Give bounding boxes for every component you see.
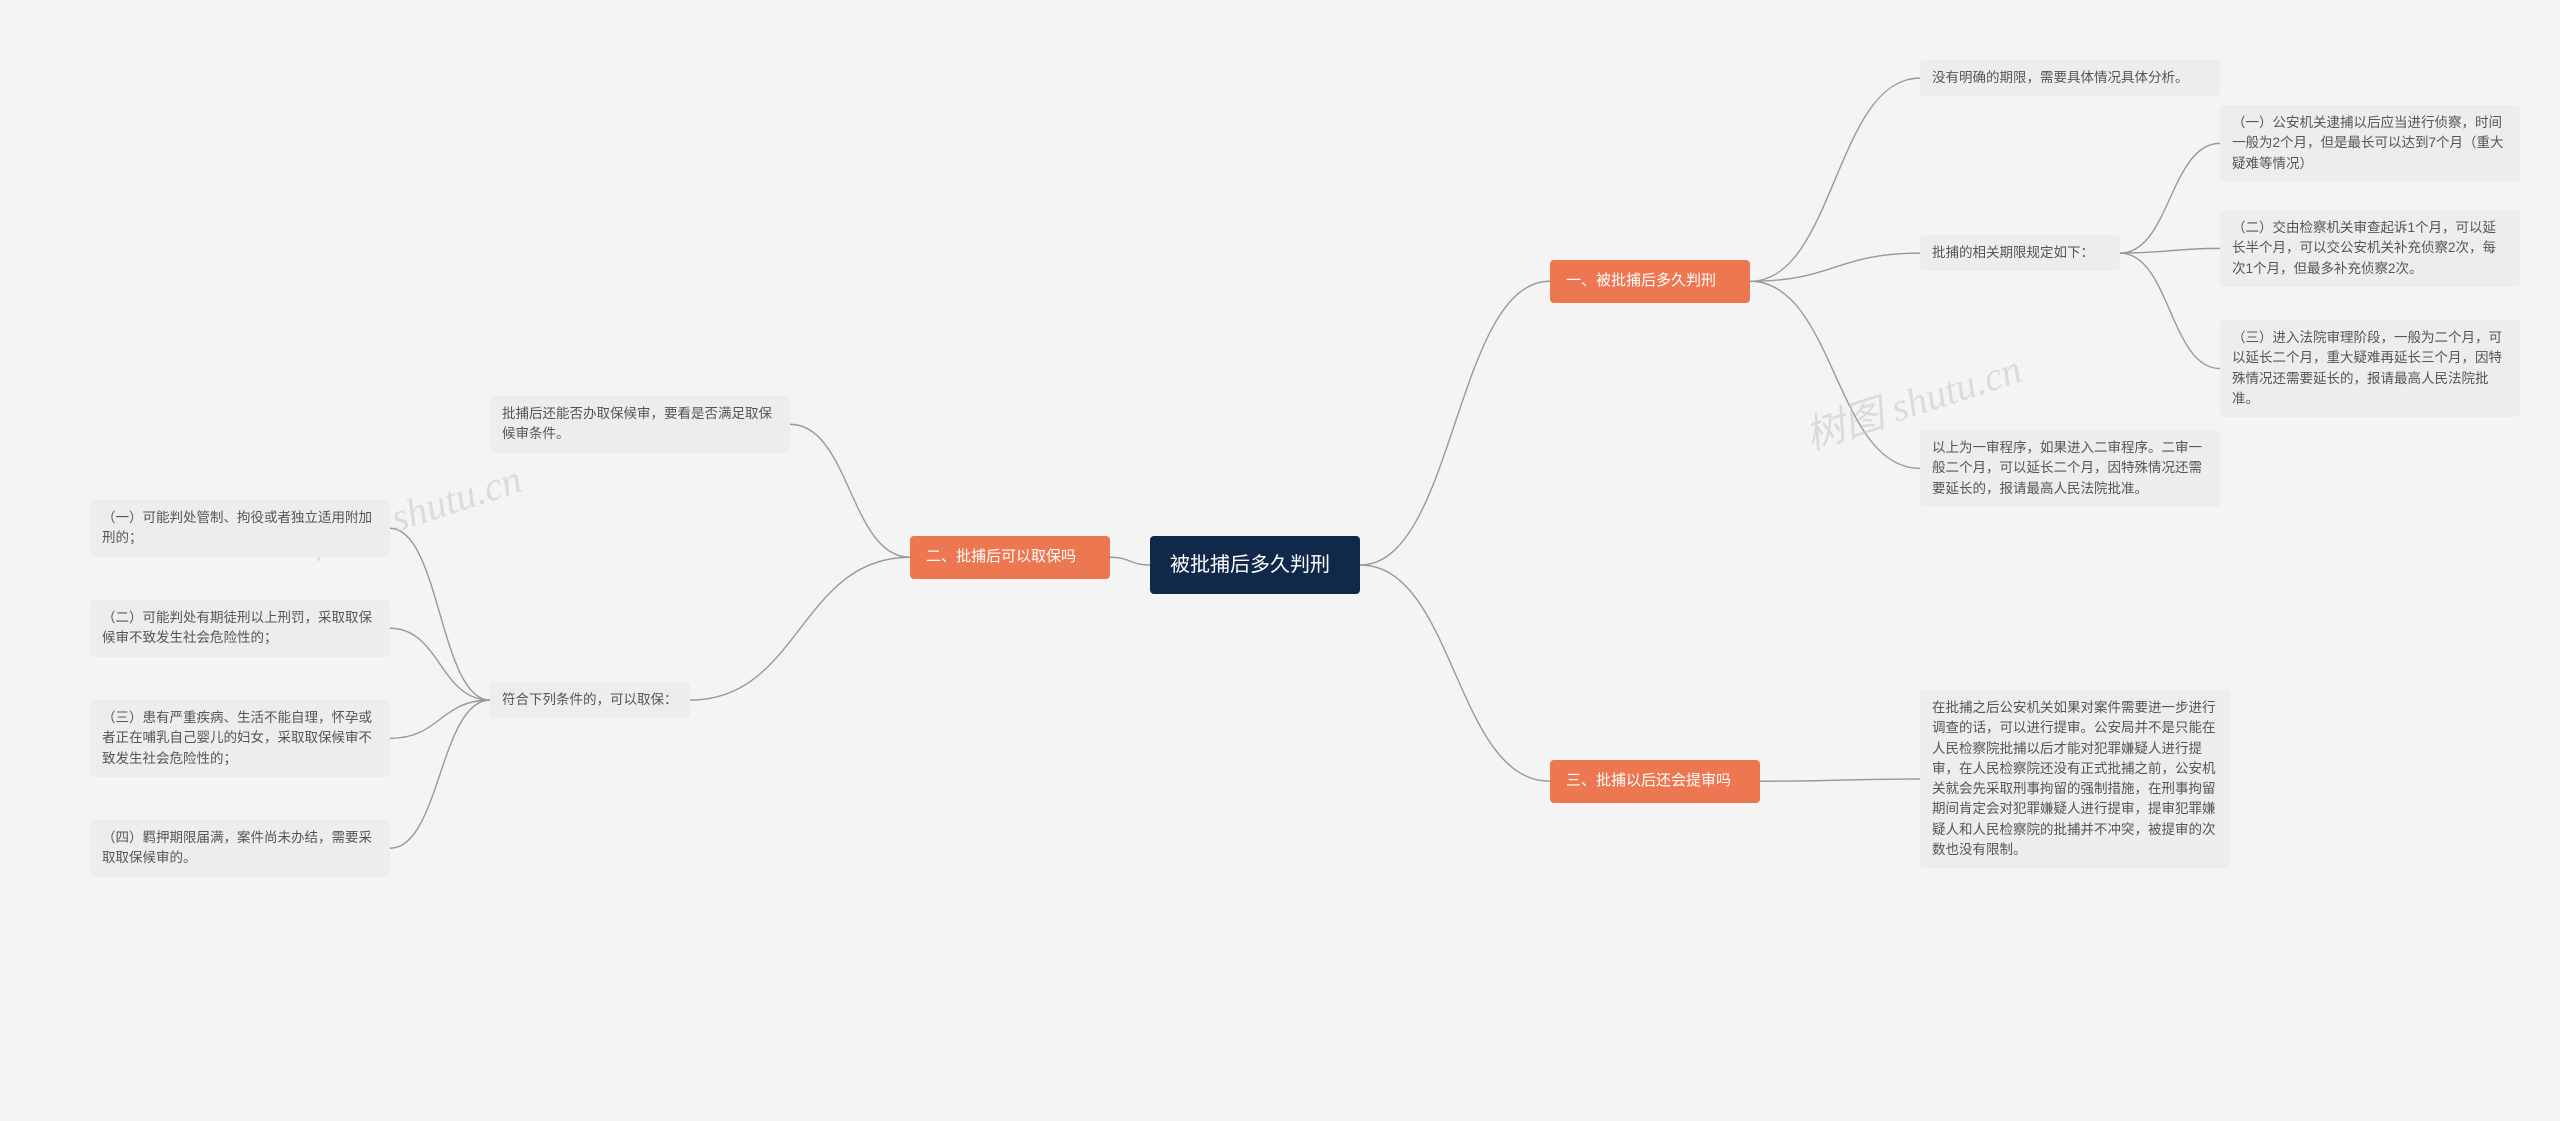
leaf-l1a: 批捕后还能否办取保候审，要看是否满足取保候审条件。 bbox=[490, 396, 790, 453]
branch-section-1: 一、被批捕后多久判刑 bbox=[1550, 260, 1750, 303]
root-node: 被批捕后多久判刑 bbox=[1150, 536, 1360, 594]
leaf-r1b2: （二）交由检察机关审查起诉1个月，可以延长半个月，可以交公安机关补充侦察2次，每… bbox=[2220, 210, 2520, 287]
leaf-r1b3: （三）进入法院审理阶段，一般为二个月，可以延长二个月，重大疑难再延长三个月，因特… bbox=[2220, 320, 2520, 417]
leaf-l1b2: （二）可能判处有期徒刑以上刑罚，采取取保候审不致发生社会危险性的； bbox=[90, 600, 390, 657]
leaf-r1b1: （一）公安机关逮捕以后应当进行侦察，时间一般为2个月，但是最长可以达到7个月（重… bbox=[2220, 105, 2520, 182]
leaf-l1b1: （一）可能判处管制、拘役或者独立适用附加刑的； bbox=[90, 500, 390, 557]
leaf-l1b: 符合下列条件的，可以取保： bbox=[490, 682, 690, 718]
leaf-r2a: 在批捕之后公安机关如果对案件需要进一步进行调查的话，可以进行提审。公安局并不是只… bbox=[1920, 690, 2230, 868]
leaf-r1c: 以上为一审程序，如果进入二审程序。二审一般二个月，可以延长二个月，因特殊情况还需… bbox=[1920, 430, 2220, 507]
branch-section-3: 三、批捕以后还会提审吗 bbox=[1550, 760, 1760, 803]
branch-section-2: 二、批捕后可以取保吗 bbox=[910, 536, 1110, 579]
leaf-l1b3: （三）患有严重疾病、生活不能自理，怀孕或者正在哺乳自己婴儿的妇女，采取取保候审不… bbox=[90, 700, 390, 777]
leaf-r1b: 批捕的相关期限规定如下： bbox=[1920, 235, 2120, 271]
leaf-l1b4: （四）羁押期限届满，案件尚未办结，需要采取取保候审的。 bbox=[90, 820, 390, 877]
leaf-r1a: 没有明确的期限，需要具体情况具体分析。 bbox=[1920, 60, 2220, 96]
